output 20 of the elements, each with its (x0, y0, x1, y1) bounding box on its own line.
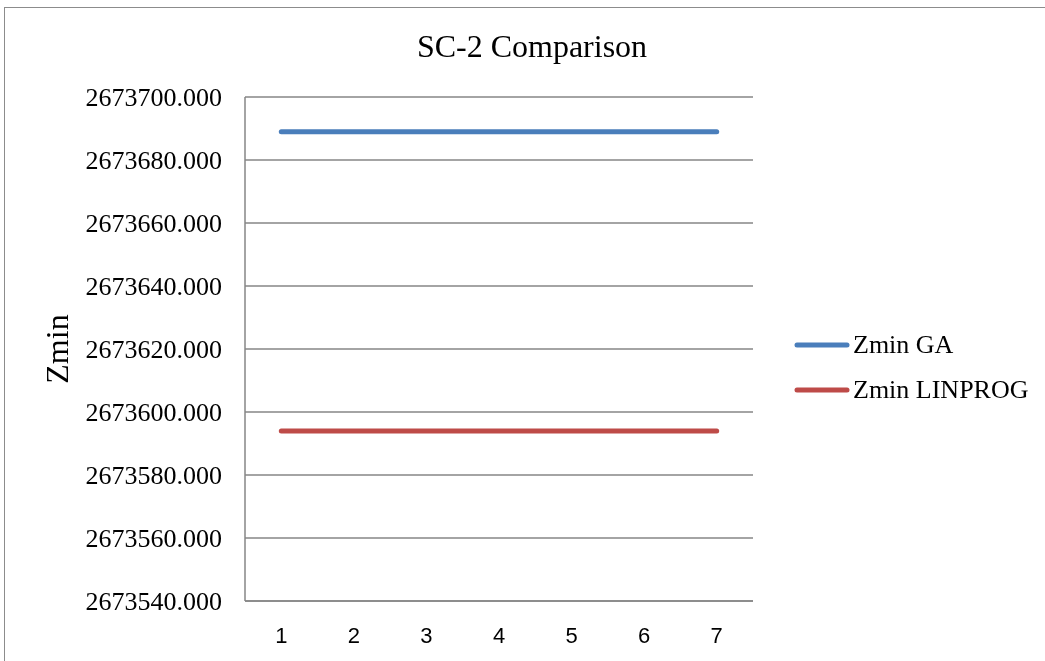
y-tick-label: 2673580.000 (85, 461, 222, 491)
x-tick-label: 4 (492, 622, 506, 648)
chart-title: SC-2 Comparison (415, 27, 649, 65)
y-tick-label: 2673620.000 (85, 335, 222, 365)
y-tick-label: 2673600.000 (85, 398, 222, 428)
legend-label: Zmin LINPROG (853, 374, 1029, 405)
x-tick-label: 5 (565, 622, 578, 648)
x-tick-label: 7 (710, 622, 723, 648)
x-tick-label: 2 (347, 622, 360, 648)
y-tick-label: 2673700.000 (85, 83, 222, 113)
x-tick-label: 6 (638, 622, 651, 648)
y-tick-label: 2673680.000 (85, 146, 222, 176)
y-tick-label: 2673560.000 (85, 524, 222, 554)
legend-label: Zmin GA (853, 329, 954, 360)
x-tick-label: 3 (420, 622, 433, 648)
y-tick-label: 2673640.000 (85, 272, 222, 302)
y-tick-label: 2673540.000 (85, 587, 222, 617)
y-axis-title: Zmin (39, 314, 75, 384)
x-tick-label: 1 (275, 622, 288, 648)
y-tick-label: 2673660.000 (85, 209, 222, 239)
